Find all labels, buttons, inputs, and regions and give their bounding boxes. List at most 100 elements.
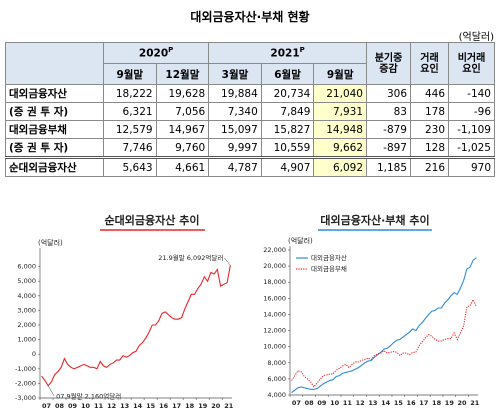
year-header: 2021P [208, 42, 367, 64]
chart-title: 순대외금융자산 추이 [105, 213, 200, 227]
cell: 19,884 [208, 84, 262, 103]
chart-title: 대외금융자산·부채 추이 [320, 213, 429, 227]
x-tick-label: 17 [419, 399, 428, 407]
cell: 1,185 [366, 156, 411, 177]
x-tick-label: 10 [330, 399, 340, 407]
x-tick-label: 18 [432, 399, 442, 407]
legend-label: 대외금융자산 [311, 253, 347, 262]
period-header: 3월말 [208, 63, 262, 85]
y-tick-label: -2,000 [15, 379, 36, 387]
change-header: 분기중 증감 [366, 42, 411, 85]
cell: 14,967 [155, 120, 210, 139]
y-tick-label: 8,000 [267, 359, 286, 367]
x-tick-label: 08 [55, 402, 65, 410]
x-tick-label: 16 [159, 402, 169, 410]
cell: 6,321 [103, 102, 157, 121]
y-tick-label: 20,000 [263, 262, 286, 270]
y-tick-label: 6,000 [17, 263, 36, 271]
x-tick-label: 21 [224, 402, 234, 410]
cell: 5,643 [103, 156, 157, 177]
corner [5, 42, 104, 85]
x-tick-label: 14 [381, 399, 391, 407]
cell: 4,661 [155, 156, 210, 177]
cell: 9,760 [155, 138, 210, 158]
table: 2020P 2021P 분기중 증감 거래 요인 비거래 요인 9월말 12월말 3… [5, 42, 495, 177]
cell: 7,340 [208, 102, 262, 121]
row: 순대외금융자산 5,643 4,661 4,787 4,907 6,092 1,185 216… [5, 156, 495, 177]
y-tick-label: 5,000 [17, 277, 36, 285]
row: 대외금융자산 18,222 19,628 19,884 20,734 21,040 306 4… [5, 84, 495, 103]
mark: P [299, 46, 305, 55]
cell: 순대외금융자산 [5, 156, 104, 177]
cell: 7,056 [155, 102, 210, 121]
row: 대외금융부채 12,579 14,967 15,097 15,827 14,948 -879… [5, 120, 495, 139]
cell: 대외금융부채 [5, 120, 104, 139]
x-tick-label: 11 [343, 399, 353, 407]
y-tick-label: 2,000 [17, 321, 36, 329]
x-tick-label: 12 [107, 402, 116, 410]
x-tick-label: 20 [211, 402, 221, 410]
cell: -140 [448, 84, 495, 103]
y-tick-label: -3,000 [15, 394, 36, 402]
period-header: 12월말 [155, 63, 210, 85]
cell: 4,787 [208, 156, 262, 177]
y-tick-label: 0 [32, 350, 36, 358]
series-line [41, 265, 231, 387]
y-tick-label: -1,000 [15, 365, 36, 373]
cell: -1,025 [448, 138, 495, 158]
cell: 19,628 [155, 84, 210, 103]
row: (증 권 투 자) 6,321 7,056 7,340 7,849 7,931 83 178-… [5, 102, 495, 121]
x-tick-label: 11 [94, 402, 104, 410]
cell: 178 [410, 102, 449, 121]
y-tick-label: 10,000 [263, 343, 286, 351]
x-tick-label: 07 [42, 402, 51, 410]
cell: 15,827 [260, 120, 315, 139]
y-tick-label: 12,000 [263, 327, 286, 335]
cell: -897 [366, 138, 411, 158]
x-tick-label: 15 [394, 399, 404, 407]
x-tick-label: 19 [198, 402, 208, 410]
series-line [291, 298, 477, 388]
cell: 216 [410, 156, 449, 177]
legend-label: 대외금융부채 [311, 265, 347, 273]
cell: 9,662 [313, 138, 367, 158]
change-header: 비거래 요인 [448, 42, 495, 85]
y-axis-label: (억달러) [288, 236, 313, 245]
y-tick-label: 18,000 [263, 278, 286, 286]
mark: P [168, 46, 174, 55]
annotation-pointer [47, 385, 55, 396]
x-tick-label: 21 [470, 399, 480, 407]
x-tick-label: 14 [133, 402, 143, 410]
annotation: 21.9월말 6,092억달러 [158, 253, 223, 262]
x-tick-label: 08 [305, 399, 315, 407]
x-tick-label: 12 [356, 399, 365, 407]
y-tick-label: 4,000 [267, 391, 286, 399]
x-tick-label: 13 [120, 402, 129, 410]
y-axis-label: (억달러) [38, 238, 63, 247]
unit: (억달러) [458, 32, 494, 43]
series-line [291, 257, 477, 394]
y-tick-label: 3,000 [17, 306, 36, 314]
x-tick-label: 18 [185, 402, 195, 410]
year: 2020 [138, 47, 169, 60]
annotation: 07.9월말 2,160억달러 [56, 392, 121, 401]
y-tick-label: 22,000 [263, 246, 286, 254]
x-tick-label: 15 [146, 402, 156, 410]
cell: 7,849 [260, 102, 315, 121]
cell: 9,997 [208, 138, 262, 158]
cell: 6,092 [313, 156, 367, 177]
y-tick-label: 4,000 [17, 292, 36, 300]
x-tick-label: 17 [172, 402, 181, 410]
year-header: 2020P [102, 42, 210, 64]
cell: 970 [448, 156, 495, 177]
table-title: 대외금융자산·부채 현황 [190, 10, 310, 24]
period-header: 9월말 [103, 63, 157, 85]
y-tick-label: 6,000 [267, 375, 286, 383]
y-tick-label: 1,000 [17, 336, 36, 344]
x-tick-label: 19 [445, 399, 455, 407]
change-header: 거래 요인 [410, 42, 449, 85]
y-tick-label: 16,000 [263, 294, 286, 302]
annotation-pointer [224, 257, 231, 266]
